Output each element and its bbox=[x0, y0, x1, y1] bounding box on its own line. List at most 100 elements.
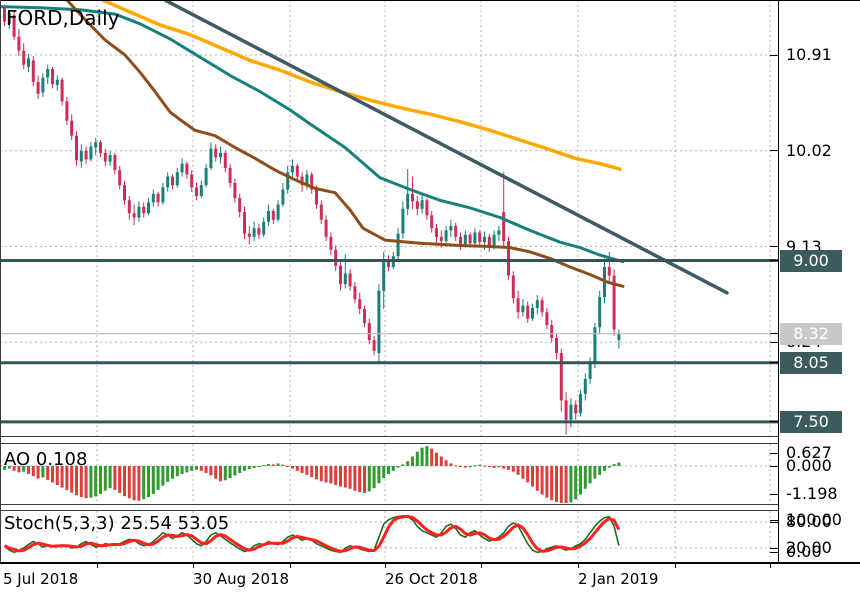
ao-bar bbox=[238, 466, 242, 473]
candle-body bbox=[180, 163, 184, 173]
ao-bar bbox=[478, 464, 482, 466]
candle-body bbox=[195, 187, 198, 196]
stoch-scale-label: 0.00 bbox=[786, 542, 822, 561]
candle-body bbox=[199, 185, 203, 196]
ao-bar bbox=[324, 466, 328, 483]
candle-body bbox=[511, 275, 515, 299]
candle-body bbox=[103, 152, 107, 162]
ao-bar bbox=[22, 466, 26, 472]
candle-body bbox=[295, 165, 299, 177]
time-tick bbox=[481, 563, 482, 568]
candle-body bbox=[3, 7, 6, 22]
candle-body bbox=[113, 155, 117, 171]
scale-tick bbox=[770, 246, 778, 248]
stoch-scale-label: 80.00 bbox=[786, 512, 832, 531]
ao-bar bbox=[569, 466, 573, 503]
ao-bar bbox=[401, 464, 405, 466]
candle-body bbox=[339, 265, 342, 285]
candle-body bbox=[353, 286, 357, 300]
ao-bar bbox=[502, 466, 506, 469]
candle-body bbox=[420, 200, 424, 209]
ao-bar bbox=[377, 466, 381, 484]
time-label: 5 Jul 2018 bbox=[3, 570, 79, 588]
ao-bar bbox=[507, 466, 510, 470]
ao-bar bbox=[89, 466, 93, 498]
candle-body bbox=[300, 176, 304, 186]
candle-body bbox=[588, 362, 592, 379]
price-scale[interactable]: 10.9110.029.138.240.6270.000-1.198100.00… bbox=[770, 0, 860, 563]
candle-body bbox=[238, 198, 242, 213]
ao-bar bbox=[516, 466, 520, 475]
ao-bar bbox=[305, 466, 309, 475]
ao-histogram bbox=[3, 446, 621, 503]
time-tick bbox=[578, 563, 579, 568]
ao-bar bbox=[267, 464, 270, 466]
candle-body bbox=[367, 322, 371, 341]
candle-body bbox=[65, 101, 69, 121]
ao-bar bbox=[247, 466, 251, 470]
ao-bar bbox=[521, 466, 525, 479]
candle-body bbox=[492, 234, 496, 248]
ao-bar bbox=[430, 448, 434, 466]
panel-separator[interactable] bbox=[0, 510, 778, 511]
candle-body bbox=[243, 212, 246, 234]
candle-body bbox=[343, 273, 347, 285]
candle-body bbox=[286, 172, 290, 190]
candle-body bbox=[252, 228, 256, 237]
panel-separator[interactable] bbox=[0, 504, 778, 505]
ao-bar bbox=[487, 466, 491, 467]
panel-separator[interactable] bbox=[0, 436, 778, 437]
stoch-signal-line bbox=[3, 514, 621, 553]
ao-bar bbox=[166, 466, 170, 482]
time-label: 30 Aug 2018 bbox=[193, 570, 290, 588]
ao-bar bbox=[511, 466, 515, 472]
candle-body bbox=[430, 215, 434, 229]
ao-bar bbox=[353, 466, 357, 491]
candle-body bbox=[36, 81, 40, 94]
candle-body bbox=[583, 378, 587, 394]
ao-bar bbox=[444, 460, 448, 466]
ao-bar bbox=[84, 466, 88, 499]
candle-body bbox=[559, 353, 563, 401]
candle-body bbox=[478, 232, 482, 243]
ao-indicator-label: AO 0.108 bbox=[4, 449, 88, 470]
candle-body bbox=[123, 185, 126, 201]
candle-body bbox=[118, 170, 122, 186]
candle-body bbox=[521, 305, 525, 313]
ma-teal-line bbox=[0, 5, 625, 264]
price-axis-line bbox=[778, 0, 779, 563]
candle-body bbox=[555, 337, 558, 354]
candle-body bbox=[550, 325, 554, 338]
stoch-scale-label: 100.00 bbox=[786, 510, 842, 529]
candle-body bbox=[223, 152, 227, 168]
candle-body bbox=[502, 212, 506, 242]
time-scale[interactable]: 5 Jul 2018 30 Aug 2018 26 Oct 2018 2 Jan 20… bbox=[0, 563, 860, 600]
ao-bar bbox=[396, 466, 400, 468]
chart-left-border bbox=[0, 0, 1, 562]
candle-body bbox=[12, 15, 16, 37]
candle-body bbox=[483, 236, 486, 243]
candle-body bbox=[607, 266, 611, 276]
ao-bar bbox=[367, 466, 371, 492]
candle-body bbox=[79, 150, 83, 162]
ao-bar bbox=[151, 466, 155, 494]
ao-bar bbox=[55, 466, 59, 486]
ao-bar bbox=[564, 466, 568, 503]
symbol-title: FORD,Daily bbox=[6, 6, 120, 30]
ao-bar bbox=[156, 466, 160, 490]
candle-body bbox=[214, 148, 218, 158]
ao-bar bbox=[540, 466, 544, 495]
ao-bar bbox=[41, 466, 45, 478]
ao-bar bbox=[291, 466, 294, 469]
panel-separator[interactable] bbox=[0, 443, 778, 444]
candle-body bbox=[516, 298, 520, 313]
ao-bar bbox=[271, 464, 275, 466]
ao-bar bbox=[79, 466, 83, 498]
candle-body bbox=[593, 327, 597, 363]
candle-body bbox=[271, 211, 275, 220]
candle-body bbox=[454, 226, 458, 237]
ao-bar bbox=[204, 466, 208, 473]
candle-body bbox=[569, 404, 573, 420]
